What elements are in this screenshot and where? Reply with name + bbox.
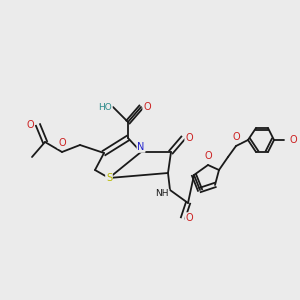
Text: O: O — [26, 120, 34, 130]
Text: O: O — [143, 102, 151, 112]
Text: S: S — [106, 173, 112, 183]
Text: O: O — [232, 132, 240, 142]
Text: N: N — [137, 142, 145, 152]
Text: O: O — [185, 213, 193, 223]
Text: O: O — [204, 151, 212, 161]
Text: O: O — [185, 133, 193, 143]
Text: O: O — [289, 135, 297, 145]
Text: O: O — [58, 138, 66, 148]
Text: NH: NH — [155, 190, 169, 199]
Text: HO: HO — [98, 103, 112, 112]
